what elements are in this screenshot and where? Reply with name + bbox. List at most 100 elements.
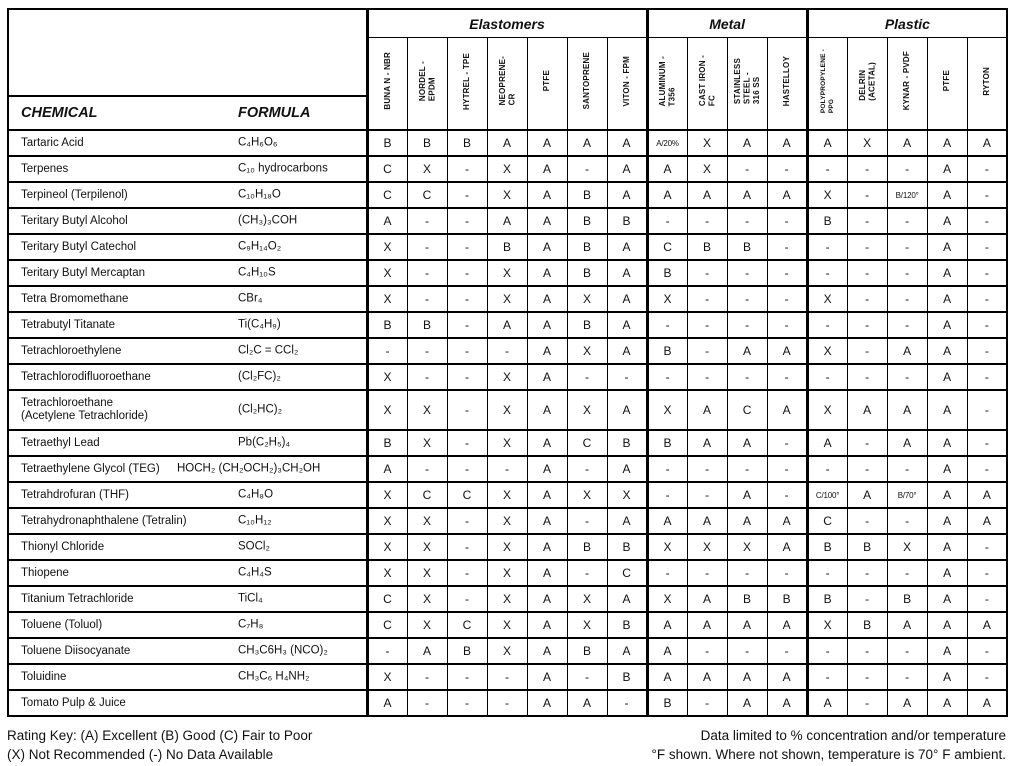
rating-cell: X (366, 233, 408, 261)
rating-cell: - (966, 389, 1008, 431)
table-row: Teritary Butyl Alcohol (CH₃)₃COH A - - A A B B - -… (7, 207, 1008, 235)
chemical-cell: Tetrachloroethane (Acetylene Tetrachlori… (7, 389, 369, 431)
rating-cell: - (726, 559, 768, 587)
rating-cell: A (886, 429, 928, 457)
table-row: Toluidine CH₃C₆ H₄NH₂ X - - - A - B A A A A - - - A - (7, 663, 1008, 691)
rating-cell: - (966, 455, 1008, 483)
rating-cell: - (645, 481, 688, 509)
rating-cell: - (366, 337, 408, 365)
rating-cell: - (846, 455, 888, 483)
rating-cell: A (926, 663, 968, 691)
rating-cell: - (966, 233, 1008, 261)
rating-cell: - (406, 285, 448, 313)
rating-cell: X (366, 481, 408, 509)
rating-cell: - (406, 337, 448, 365)
chemical-cell: Tartaric Acid C₄H₆O₆ (7, 129, 369, 157)
rating-cell: - (966, 181, 1008, 209)
chemical-formula: C₄H₆O₆ (238, 136, 278, 149)
chemical-cell: Toluene Diisocyanate CH₃C6H₃ (NCO)₂ (7, 637, 369, 665)
column-header: PTFE (526, 37, 568, 131)
chemical-cell: Thionyl Chloride SOCl₂ (7, 533, 369, 561)
rating-cell: B/70° (886, 481, 928, 509)
table-row: Titanium Tetrachloride TiCl₄ C X - X A X A X A B B B -… (7, 585, 1008, 613)
table-row: Tetrabutyl Titanate Ti(C₄H₉) B B - A A B A - - - - - -… (7, 311, 1008, 339)
rating-cell: - (366, 637, 408, 665)
rating-cell: A (966, 689, 1008, 717)
rating-cell: A (686, 181, 728, 209)
rating-cell: A (526, 429, 568, 457)
chemical-cell: Thiopene C₄H₄S (7, 559, 369, 587)
rating-cell: C/100° (805, 481, 848, 509)
rating-cell: A (886, 129, 928, 157)
rating-cell: C (606, 559, 648, 587)
rating-cell: A (645, 181, 688, 209)
table-footer: Rating Key: (A) Excellent (B) Good (C) F… (7, 726, 1006, 764)
rating-cell: A (726, 663, 768, 691)
rating-cell: - (886, 311, 928, 339)
column-header-label: NEOPRENE- CR (497, 56, 517, 106)
table-row: Thiopene C₄H₄S X X - X A - C - - - - - - - A - (7, 559, 1008, 587)
rating-cell: A (606, 455, 648, 483)
rating-cell: C (645, 233, 688, 261)
rating-cell: - (846, 259, 888, 287)
rating-cell: A (766, 611, 808, 639)
rating-cell: - (446, 585, 488, 613)
rating-cell: B (686, 233, 728, 261)
chemical-name: Tartaric Acid (21, 136, 84, 149)
table-row: Thionyl Chloride SOCl₂ X X - X A B B X X X A B B X A - (7, 533, 1008, 561)
chemical-name: Tetraethylene Glycol (TEG) (21, 462, 160, 475)
rating-cell: - (686, 637, 728, 665)
rating-cell: A (566, 129, 608, 157)
rating-cell: A (726, 429, 768, 457)
table-row: Tetrachlorodifluoroethane (Cl₂FC)₂ X - - X A - -… (7, 363, 1008, 391)
column-header-label: SANTOPRENE (582, 52, 592, 110)
rating-key: Rating Key: (A) Excellent (B) Good (C) F… (7, 726, 312, 764)
rating-cell: - (766, 311, 808, 339)
chemical-cell: Tetra Bromomethane CBr₄ (7, 285, 369, 313)
chemical-formula: CH₃C₆ H₄NH₂ (238, 670, 310, 683)
rating-cell: C (446, 481, 488, 509)
rating-cell: A (886, 611, 928, 639)
rating-cell: A (606, 585, 648, 613)
rating-cell: - (406, 259, 448, 287)
column-header: SANTOPRENE (566, 37, 608, 131)
rating-cell: X (406, 155, 448, 183)
rating-cell: X (566, 611, 608, 639)
rating-cell: B (486, 233, 528, 261)
rating-cell: - (805, 663, 848, 691)
rating-cell: B (446, 129, 488, 157)
rating-cell: B (886, 585, 928, 613)
rating-cell: A (886, 389, 928, 431)
rating-cell: A (966, 611, 1008, 639)
chemical-formula: (Cl₂HC)₂ (238, 403, 283, 416)
rating-cell: - (846, 637, 888, 665)
rating-cell: A (966, 129, 1008, 157)
rating-cell: B (566, 311, 608, 339)
column-header-label: NORDEL - EPDM (417, 60, 437, 102)
rating-cell: B (366, 311, 408, 339)
rating-cell: A (526, 559, 568, 587)
rating-cell: - (446, 389, 488, 431)
table-row: Tetrachloroethane (Acetylene Tetrachlori… (7, 389, 1008, 431)
rating-cell: A (926, 507, 968, 535)
rating-cell: A (645, 611, 688, 639)
rating-cell: A (526, 207, 568, 235)
rating-cell: B (366, 129, 408, 157)
table-row: Tetrahydronaphthalene (Tetralin) C₁₀H₁₂ X X… (7, 507, 1008, 535)
rating-cell: - (966, 663, 1008, 691)
rating-cell: A (726, 337, 768, 365)
rating-cell: X (486, 533, 528, 561)
rating-cell: X (645, 389, 688, 431)
rating-cell: - (686, 559, 728, 587)
table-row: Teritary Butyl Mercaptan C₄H₁₀S X - - X A B A B - -… (7, 259, 1008, 287)
rating-cell: - (446, 363, 488, 391)
data-limit-note-line2: °F shown. Where not shown, temperature i… (651, 747, 1006, 762)
rating-cell: - (886, 455, 928, 483)
rating-cell: - (886, 507, 928, 535)
rating-cell: X (805, 337, 848, 365)
chemical-cell: Tetrabutyl Titanate Ti(C₄H₉) (7, 311, 369, 339)
rating-cell: X (366, 663, 408, 691)
rating-cell: - (446, 259, 488, 287)
rating-cell: C (406, 181, 448, 209)
rating-cell: A (805, 689, 848, 717)
